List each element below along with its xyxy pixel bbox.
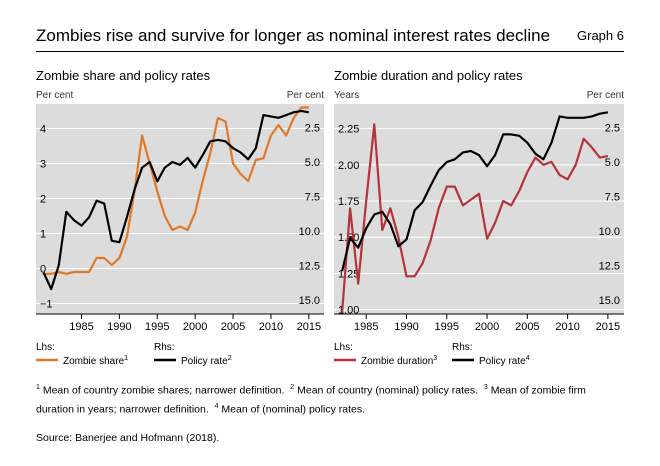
chart2-left-tick-label: 1.25 bbox=[338, 268, 359, 280]
chart2-left-tick-label: 2.25 bbox=[338, 124, 359, 136]
footnote-3-marker: 3 bbox=[483, 384, 488, 391]
chart1-left-tick-label: 3 bbox=[40, 159, 46, 171]
chart1-left-unit: Per cent bbox=[36, 90, 73, 101]
chart2-x-tick-label: 1995 bbox=[435, 321, 459, 333]
chart1-left-tick-label: 1 bbox=[40, 229, 46, 241]
chart2-x-tick-label: 2010 bbox=[555, 321, 579, 333]
footnote-1-text: Mean of country zombie shares; narrower … bbox=[39, 384, 285, 397]
footnote-1-marker: 1 bbox=[36, 384, 40, 391]
chart2-left-unit: Years bbox=[334, 90, 359, 101]
footnotes: 1 Mean of country zombie shares; narrowe… bbox=[36, 380, 626, 417]
footnote-2-text: Mean of country (nominal) policy rates. bbox=[294, 384, 479, 397]
chart1-x-tick-label: 1995 bbox=[145, 321, 169, 333]
chart2-right-tick-label: 10.0 bbox=[599, 226, 620, 238]
chart1-left-tick-label: 0 bbox=[40, 264, 46, 276]
chart1-legend-label-1-text: Zombie share bbox=[63, 356, 125, 367]
chart1-x-tick-label: 2015 bbox=[297, 321, 321, 333]
chart1-right-tick-label: 5.0 bbox=[305, 157, 320, 169]
chart1-x-tick-label: 1985 bbox=[69, 321, 93, 333]
chart2-right-tick-label: 12.5 bbox=[599, 261, 620, 273]
chart2-right-unit: Per cent bbox=[587, 90, 624, 101]
chart2-title: Zombie duration and policy rates bbox=[334, 68, 523, 83]
chart1-legend-lhs-heading: Lhs: bbox=[36, 342, 55, 353]
chart1-title: Zombie share and policy rates bbox=[36, 68, 211, 83]
chart2-right-tick-label: 15.0 bbox=[599, 295, 620, 307]
chart2-left-tick-label: 2.00 bbox=[338, 160, 359, 172]
chart1-plot-area bbox=[36, 104, 324, 314]
footnote-3-text: Mean of zombie firm duration in years; n… bbox=[36, 384, 586, 416]
title-rule bbox=[36, 51, 624, 52]
chart2-x-tick-label: 1985 bbox=[354, 321, 378, 333]
chart2-right-tick-label: 2.5 bbox=[605, 122, 620, 134]
chart1-right-tick-label: 12.5 bbox=[299, 261, 320, 273]
chart1-x-tick-label: 2000 bbox=[183, 321, 207, 333]
chart1-x-tick-label: 1990 bbox=[107, 321, 131, 333]
chart1-legend-label-2: Policy rate2 bbox=[181, 355, 232, 367]
chart1-legend-label-2-text: Policy rate bbox=[181, 356, 228, 367]
chart2-left-tick-label: 1.75 bbox=[338, 196, 359, 208]
chart2-legend-label-1-sup: 3 bbox=[433, 355, 437, 362]
chart2-x-tick-label: 2000 bbox=[475, 321, 499, 333]
source-note: Source: Banerjee and Hofmann (2018). bbox=[36, 432, 220, 444]
chart1-legend-label-1: Zombie share1 bbox=[63, 355, 128, 367]
chart2-legend-label-1: Zombie duration3 bbox=[361, 355, 437, 367]
chart1-right-tick-label: 15.0 bbox=[299, 295, 320, 307]
chart2-legend-label-2-sup: 4 bbox=[526, 355, 530, 362]
chart2-x-tick-label: 2015 bbox=[596, 321, 620, 333]
chart1-legend-rhs-heading: Rhs: bbox=[154, 342, 175, 353]
chart2-legend-label-1-text: Zombie duration bbox=[361, 356, 433, 367]
chart2-x-tick-label: 1990 bbox=[394, 321, 418, 333]
chart1-x-tick-label: 2005 bbox=[221, 321, 245, 333]
chart1-legend-label-1-sup: 1 bbox=[124, 355, 128, 362]
chart2-x-tick-label: 2005 bbox=[515, 321, 539, 333]
chart2-legend-label-2-text: Policy rate bbox=[479, 356, 526, 367]
header: Zombies rise and survive for longer as n… bbox=[36, 26, 624, 48]
chart1-left-tick-label: 2 bbox=[40, 194, 46, 206]
chart1-legend-label-2-sup: 2 bbox=[228, 355, 232, 362]
chart1-right-tick-label: 7.5 bbox=[305, 192, 320, 204]
chart2-right-tick-label: 5.0 bbox=[605, 157, 620, 169]
footnote-2-marker: 2 bbox=[290, 384, 295, 391]
graph-number: Graph 6 bbox=[577, 28, 624, 43]
chart2-legend-label-2: Policy rate4 bbox=[479, 355, 530, 367]
chart1-series-zombie-share-line bbox=[43, 106, 309, 275]
chart1-right-tick-label: 10.0 bbox=[299, 226, 320, 238]
chart1-x-tick-label: 2010 bbox=[259, 321, 283, 333]
footnote-4-marker: 4 bbox=[214, 402, 219, 410]
chart2-right-tick-label: 7.5 bbox=[605, 192, 620, 204]
footnote-4-text: Mean of (nominal) policy rates. bbox=[218, 403, 365, 415]
chart1-right-unit: Per cent bbox=[287, 90, 324, 101]
graph-title: Zombies rise and survive for longer as n… bbox=[36, 26, 551, 45]
chart2-plot-area bbox=[334, 104, 624, 314]
chart2-legend-lhs-heading: Lhs: bbox=[334, 342, 353, 353]
chart1-right-tick-label: 2.5 bbox=[305, 122, 320, 134]
chart1-left-tick-label: −1 bbox=[40, 299, 53, 311]
chart1-series-policy-rate-line bbox=[42, 109, 310, 291]
chart2-legend-rhs-heading: Rhs: bbox=[452, 342, 473, 353]
chart1-left-tick-label: 4 bbox=[40, 124, 46, 136]
chart2-series-policy-rate-line bbox=[341, 111, 609, 272]
